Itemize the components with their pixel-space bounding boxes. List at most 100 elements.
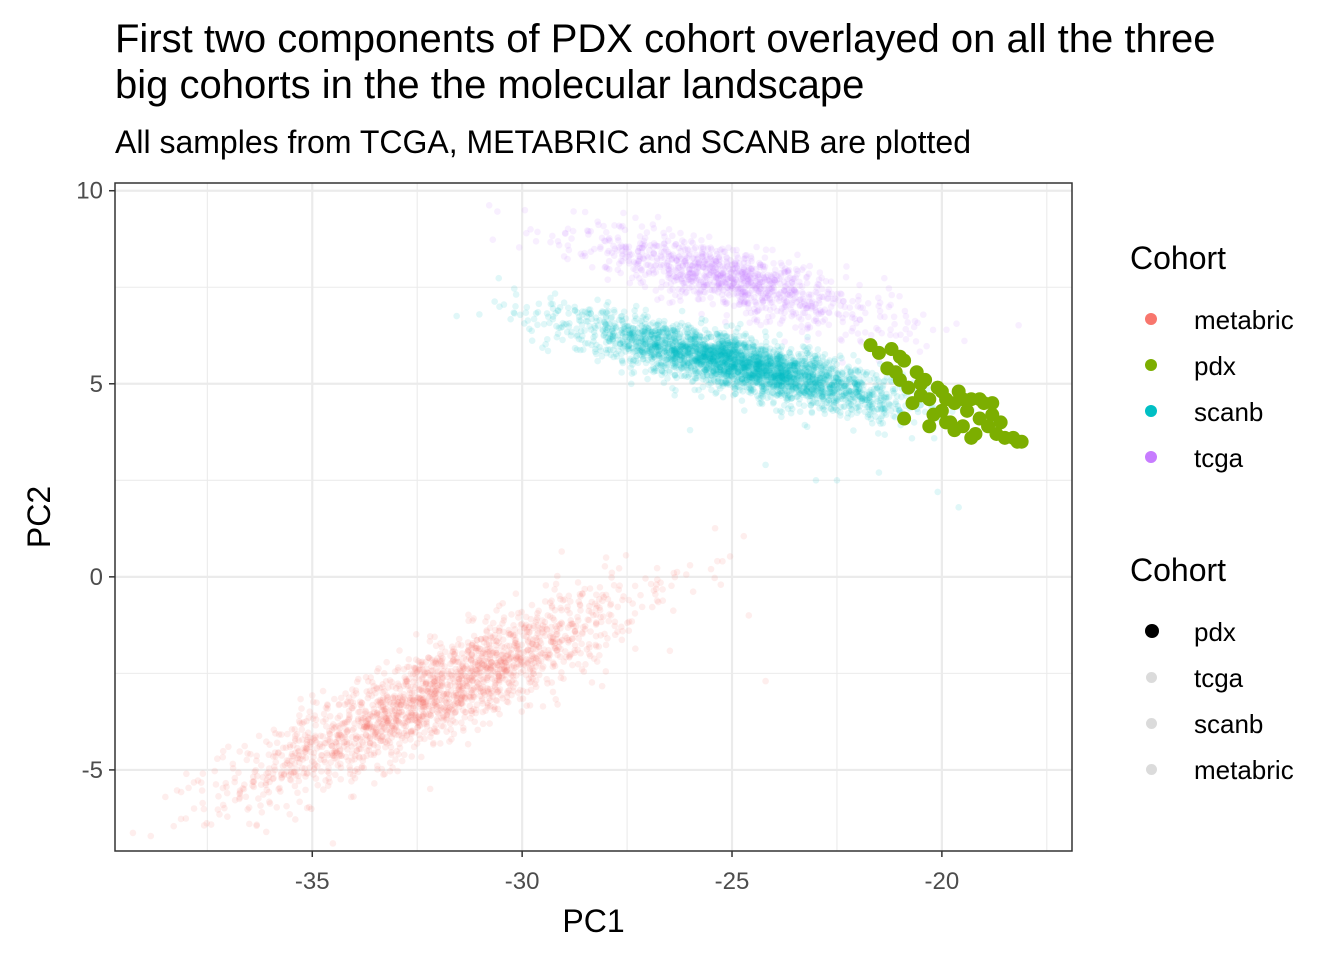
point-tcga [534, 228, 541, 236]
point-metabric [470, 632, 478, 640]
point-metabric [332, 746, 339, 754]
point-metabric [526, 702, 534, 709]
point-tcga [792, 266, 800, 273]
point-metabric [520, 648, 528, 656]
point-tcga [769, 312, 776, 320]
point-tcga [815, 330, 822, 337]
point-metabric [587, 628, 594, 635]
point-metabric [288, 750, 296, 758]
point-metabric [285, 757, 292, 765]
point-metabric [423, 665, 430, 673]
point-tcga [901, 307, 909, 315]
point-metabric [400, 666, 408, 673]
point-metabric [318, 767, 325, 775]
point-metabric [330, 748, 338, 755]
point-metabric [319, 687, 327, 695]
point-metabric [625, 618, 633, 626]
point-tcga [757, 321, 765, 329]
point-metabric [384, 696, 391, 704]
point-metabric [569, 661, 576, 669]
point-metabric [265, 798, 273, 806]
point-metabric [467, 674, 475, 682]
point-metabric [582, 661, 589, 668]
point-scanb [930, 434, 938, 442]
point-metabric [357, 736, 364, 743]
point-metabric [483, 613, 491, 621]
point-metabric [351, 740, 358, 747]
point-metabric [344, 726, 352, 734]
point-metabric [421, 729, 428, 736]
point-metabric [549, 688, 557, 696]
point-metabric [428, 680, 436, 688]
point-metabric [376, 684, 383, 692]
point-metabric [224, 813, 231, 820]
point-metabric [505, 629, 512, 637]
point-tcga [494, 208, 501, 215]
point-tcga [753, 243, 760, 251]
point-metabric [469, 667, 477, 675]
point-metabric [396, 740, 403, 748]
point-metabric [463, 682, 471, 690]
point-metabric [492, 679, 499, 687]
point-metabric [523, 655, 531, 663]
point-metabric [386, 730, 394, 737]
point-scanb [850, 427, 857, 434]
point-metabric [492, 696, 500, 704]
point-metabric [419, 699, 427, 707]
point-metabric [413, 698, 420, 706]
point-metabric [599, 591, 606, 599]
point-metabric [262, 779, 270, 787]
point-metabric [454, 699, 462, 707]
point-metabric [557, 645, 564, 653]
point-metabric [654, 598, 662, 606]
point-metabric [601, 563, 609, 570]
point-metabric [532, 677, 540, 684]
point-metabric [545, 650, 553, 657]
point-metabric [252, 766, 260, 774]
point-metabric [602, 641, 610, 649]
point-metabric [526, 623, 533, 630]
point-tcga [961, 337, 968, 345]
point-metabric [512, 655, 520, 662]
point-tcga [650, 250, 657, 257]
point-metabric [686, 561, 694, 569]
point-tcga [822, 277, 830, 285]
point-metabric [552, 580, 560, 588]
point-metabric [625, 627, 633, 634]
point-tcga [527, 226, 534, 233]
point-metabric [404, 716, 412, 724]
point-metabric [657, 579, 664, 586]
point-metabric [365, 747, 373, 754]
point-metabric [410, 697, 417, 704]
point-metabric [470, 615, 477, 622]
point-metabric [456, 665, 463, 672]
point-tcga [751, 315, 758, 323]
point-metabric [482, 707, 489, 715]
point-tcga [713, 247, 720, 255]
point-metabric [586, 644, 593, 651]
point-metabric [185, 784, 192, 792]
point-tcga [658, 278, 666, 286]
point-metabric [579, 590, 586, 597]
point-metabric [559, 596, 567, 604]
point-metabric [129, 829, 137, 837]
point-metabric [592, 632, 600, 640]
point-metabric [340, 732, 348, 739]
point-scanb [476, 311, 483, 318]
point-metabric [493, 686, 500, 694]
point-metabric [567, 617, 575, 624]
point-metabric [550, 616, 558, 624]
point-metabric [455, 675, 463, 683]
point-metabric [361, 714, 369, 721]
point-scanb [553, 333, 561, 341]
point-metabric [486, 648, 493, 656]
point-metabric [465, 654, 473, 661]
point-metabric [542, 582, 550, 589]
point-metabric [577, 592, 584, 600]
point-metabric [447, 660, 454, 668]
point-scanb [594, 296, 601, 304]
point-metabric [419, 696, 426, 704]
point-metabric [393, 711, 400, 719]
point-metabric [294, 789, 301, 797]
point-metabric [426, 693, 434, 700]
